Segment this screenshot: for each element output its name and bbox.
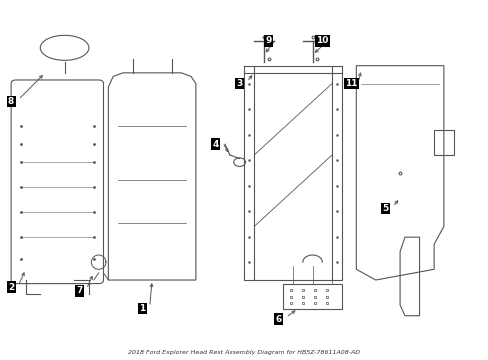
Text: 7: 7 xyxy=(76,286,82,295)
Text: 5: 5 xyxy=(382,204,388,213)
Text: 11: 11 xyxy=(345,79,357,88)
Text: 10: 10 xyxy=(315,36,328,45)
Text: 4: 4 xyxy=(212,140,218,149)
Text: 1: 1 xyxy=(139,304,145,313)
Text: 8: 8 xyxy=(8,97,14,106)
Text: 9: 9 xyxy=(265,36,271,45)
Text: 6: 6 xyxy=(275,315,281,324)
Text: 2018 Ford Explorer Head Rest Assembly Diagram for HB5Z-78611A08-AD: 2018 Ford Explorer Head Rest Assembly Di… xyxy=(128,350,360,355)
Text: 2: 2 xyxy=(8,283,14,292)
Text: 3: 3 xyxy=(236,79,242,88)
